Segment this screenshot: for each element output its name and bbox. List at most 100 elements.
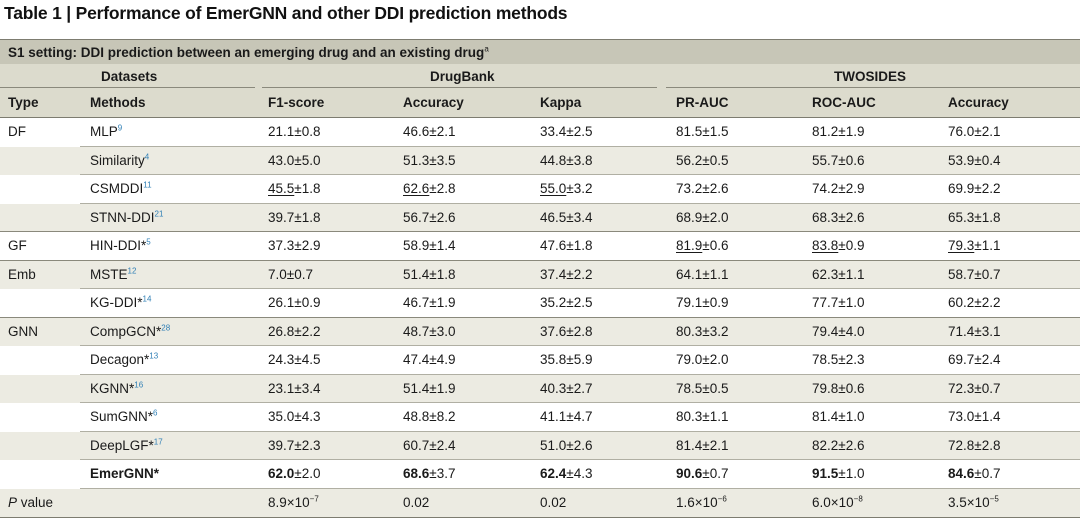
method-cell: EmerGNN* <box>90 466 160 481</box>
setting-note: a <box>484 44 489 54</box>
value-cell: 46.6±2.1 <box>403 124 456 139</box>
reference-number: 9 <box>117 123 123 133</box>
value-cell: 78.5±0.5 <box>676 380 729 396</box>
table-row: Similarity4 43.0±5.0 51.3±3.5 44.8±3.8 56.2±… <box>0 146 1080 175</box>
table-row: Emb MSTE12 7.0±0.7 51.4±1.8 37.4±2.2 64.1±1.1… <box>0 260 1080 289</box>
value-cell: 48.8±8.2 <box>403 409 456 424</box>
method-cell: CompGCN*28 <box>90 323 171 339</box>
group-header-row: Datasets DrugBank TWOSIDES <box>0 64 1080 89</box>
value-cell: 71.4±3.1 <box>948 323 1001 339</box>
method-cell: Similarity4 <box>90 152 150 168</box>
value-cell: 81.2±1.9 <box>812 124 865 139</box>
table-row: Decagon*13 24.3±4.5 47.4±4.9 35.8±5.9 79.0±2… <box>0 346 1080 375</box>
group-datasets: Datasets <box>101 69 158 84</box>
method-cell: SumGNN*6 <box>90 408 158 424</box>
row-rule <box>80 373 1080 375</box>
value-cell: 21.1±0.8 <box>268 124 321 139</box>
value-cell: 46.5±3.4 <box>540 209 593 225</box>
value-cell: 26.8±2.2 <box>268 323 321 339</box>
value-cell: 79.3±1.1 <box>948 238 1001 253</box>
value-cell: 60.7±2.4 <box>403 437 456 453</box>
value-cell: 81.4±1.0 <box>812 409 865 424</box>
value-cell: 35.2±2.5 <box>540 295 593 310</box>
value-cell: 37.6±2.8 <box>540 323 593 339</box>
setting-label: S1 setting: DDI prediction between an em… <box>8 45 485 60</box>
method-cell: MLP9 <box>90 123 123 139</box>
row-rule <box>0 231 1080 232</box>
row-rule <box>80 345 1080 346</box>
value-cell: 73.0±1.4 <box>948 409 1001 424</box>
col-f1: F1-score <box>268 95 325 110</box>
reference-number: 14 <box>142 294 152 304</box>
value-cell: 41.1±4.7 <box>540 409 593 424</box>
value-cell: 58.7±0.7 <box>948 266 1001 282</box>
type-cell: GF <box>8 238 27 253</box>
value-cell: 37.3±2.9 <box>268 238 321 253</box>
value-cell: 51.0±2.6 <box>540 437 593 453</box>
reference-number: 13 <box>149 351 159 361</box>
reference-number: 28 <box>161 323 171 332</box>
table-row: KGNN*16 23.1±3.4 51.4±1.9 40.3±2.7 78.5±0.5 7… <box>0 374 1080 403</box>
value-cell: 81.9±0.6 <box>676 238 729 253</box>
value-cell: 35.8±5.9 <box>540 352 593 367</box>
row-rule <box>0 316 1080 318</box>
value-cell: 60.2±2.2 <box>948 295 1001 310</box>
value-cell: 51.3±3.5 <box>403 152 456 168</box>
row-rule <box>80 402 1080 403</box>
value-cell: 79.4±4.0 <box>812 323 865 339</box>
row-rule <box>80 145 1080 147</box>
row-rule <box>80 430 1080 432</box>
pvalue-cell: 0.02 <box>403 494 430 510</box>
col-accuracy-drugbank: Accuracy <box>403 95 464 110</box>
column-header-row: Type Methods F1-score Accuracy Kappa PR-… <box>0 89 1080 118</box>
value-cell: 62.4±4.3 <box>540 466 593 481</box>
col-methods: Methods <box>90 95 146 110</box>
value-cell: 47.6±1.8 <box>540 238 593 253</box>
reference-number: 11 <box>143 180 152 190</box>
method-cell: MSTE12 <box>90 266 137 282</box>
value-cell: 56.2±0.5 <box>676 152 729 168</box>
value-cell: 80.3±3.2 <box>676 323 729 339</box>
group-drugbank: DrugBank <box>430 69 495 84</box>
col-accuracy-twosides: Accuracy <box>948 95 1009 110</box>
table-row: CSMDDI11 45.5±1.8 62.6±2.8 55.0±3.2 73.2±2.6… <box>0 175 1080 204</box>
value-cell: 7.0±0.7 <box>268 266 313 282</box>
drugbank-rule <box>262 87 657 88</box>
value-cell: 44.8±3.8 <box>540 152 593 168</box>
table-row: SumGNN*6 35.0±4.3 48.8±8.2 41.1±4.7 80.3±1.1… <box>0 403 1080 432</box>
value-cell: 79.0±2.0 <box>676 352 729 367</box>
group-twosides: TWOSIDES <box>834 69 907 84</box>
value-cell: 39.7±1.8 <box>268 209 321 225</box>
col-rocauc: ROC-AUC <box>812 95 876 110</box>
row-rule <box>0 259 1080 261</box>
setting-header: S1 setting: DDI prediction between an em… <box>0 39 1080 64</box>
value-cell: 23.1±3.4 <box>268 380 321 396</box>
value-cell: 72.3±0.7 <box>948 380 1001 396</box>
value-cell: 26.1±0.9 <box>268 295 321 310</box>
value-cell: 72.8±2.8 <box>948 437 1001 453</box>
table-body: DF MLP9 21.1±0.8 46.6±2.1 33.4±2.5 81.5±1.5 81… <box>0 118 1080 489</box>
reference-number: 16 <box>134 380 144 389</box>
col-kappa: Kappa <box>540 95 582 110</box>
value-cell: 47.4±4.9 <box>403 352 456 367</box>
value-cell: 69.9±2.2 <box>948 181 1001 196</box>
method-cell: KGNN*16 <box>90 380 144 396</box>
method-cell: CSMDDI11 <box>90 180 152 196</box>
row-rule <box>80 459 1080 460</box>
value-cell: 51.4±1.9 <box>403 380 456 396</box>
method-cell: HIN-DDI*5 <box>90 237 151 253</box>
reference-number: 12 <box>127 266 137 275</box>
row-rule <box>80 202 1080 204</box>
value-cell: 80.3±1.1 <box>676 409 729 424</box>
value-cell: 77.7±1.0 <box>812 295 865 310</box>
table-row: GNN CompGCN*28 26.8±2.2 48.7±3.0 37.6±2.8 80.… <box>0 317 1080 346</box>
value-cell: 43.0±5.0 <box>268 152 321 168</box>
value-cell: 74.2±2.9 <box>812 181 865 196</box>
col-type: Type <box>8 95 39 110</box>
value-cell: 46.7±1.9 <box>403 295 456 310</box>
value-cell: 62.3±1.1 <box>812 266 865 282</box>
value-cell: 62.0±2.0 <box>268 466 321 481</box>
col-prauc: PR-AUC <box>676 95 729 110</box>
row-rule <box>80 288 1080 289</box>
